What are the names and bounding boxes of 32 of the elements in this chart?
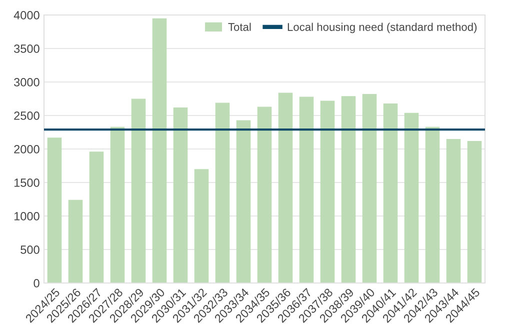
y-tick-label: 1000	[14, 212, 40, 220]
bar	[68, 200, 83, 283]
bar	[467, 140, 482, 283]
y-tick-label: 2000	[14, 145, 40, 154]
bar	[152, 18, 167, 283]
y-tick-label: 4000	[14, 11, 40, 20]
bar	[173, 107, 188, 283]
bar	[341, 96, 356, 283]
y-tick-label: 500	[20, 246, 40, 254]
y-tick-label: 1500	[14, 178, 40, 187]
bar	[362, 94, 377, 283]
bar	[257, 106, 272, 283]
bar	[278, 92, 293, 283]
y-tick-label: 3000	[14, 78, 40, 86]
bar	[110, 126, 125, 283]
legend-label: Local housing need (standard method)	[288, 22, 477, 34]
bar	[404, 112, 419, 283]
bar	[215, 102, 230, 283]
bar	[383, 103, 398, 283]
y-tick-label: 0	[34, 279, 40, 288]
y-tick-label: 2500	[14, 112, 40, 120]
bar	[89, 152, 104, 283]
bar	[446, 138, 461, 283]
bar	[194, 169, 209, 283]
bar	[236, 120, 251, 283]
bar	[425, 126, 440, 283]
bar	[320, 100, 335, 283]
bar	[299, 96, 314, 283]
bar	[47, 138, 62, 283]
y-tick-label: 3500	[14, 44, 40, 53]
legend-label: Total	[228, 22, 251, 31]
bar	[131, 98, 146, 283]
